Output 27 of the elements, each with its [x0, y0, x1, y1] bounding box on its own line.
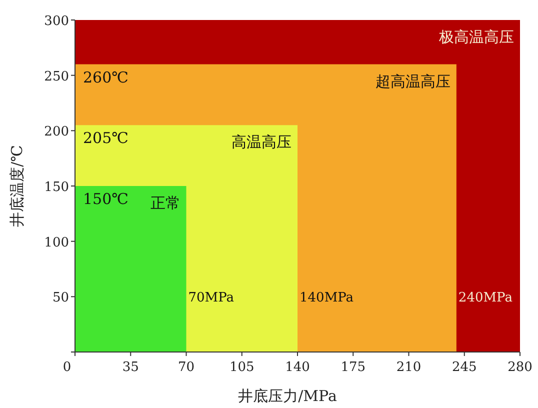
x-tick-label: 280 [508, 360, 532, 375]
y-tick-label: 100 [44, 235, 69, 250]
y-tick-label: 150 [44, 180, 69, 195]
annotation: 70MPa [188, 290, 234, 306]
annotation: 140MPa [300, 290, 354, 306]
y-tick-label: 200 [44, 124, 69, 140]
x-tick-label: 175 [340, 360, 366, 375]
x-axis-title: 井底压力/MPa [238, 387, 337, 405]
annotation: 240MPa [458, 290, 513, 306]
y-axis-title: 井底温度/℃ [8, 145, 26, 227]
y-tick-label: 300 [44, 14, 69, 29]
x-tick-label: 70 [178, 360, 195, 375]
series-label: 极高温高压 [438, 28, 514, 46]
annotation: 150℃ [83, 190, 128, 208]
series-label: 正常 [150, 194, 180, 212]
annotation: 205℃ [83, 129, 128, 148]
annotation: 260℃ [83, 68, 128, 86]
series-label: 高温高压 [232, 133, 292, 152]
x-tick-label: 35 [122, 360, 139, 375]
y-tick-label: 250 [44, 69, 69, 84]
x-tick-label: 0 [62, 360, 72, 375]
x-tick-label: 140 [285, 360, 310, 375]
y-tick-label: 50 [52, 290, 69, 306]
x-tick-label: 210 [396, 360, 422, 375]
x-tick-label: 105 [229, 360, 254, 375]
series-label: 超高温高压 [375, 72, 450, 90]
x-tick-label: 245 [452, 360, 477, 375]
